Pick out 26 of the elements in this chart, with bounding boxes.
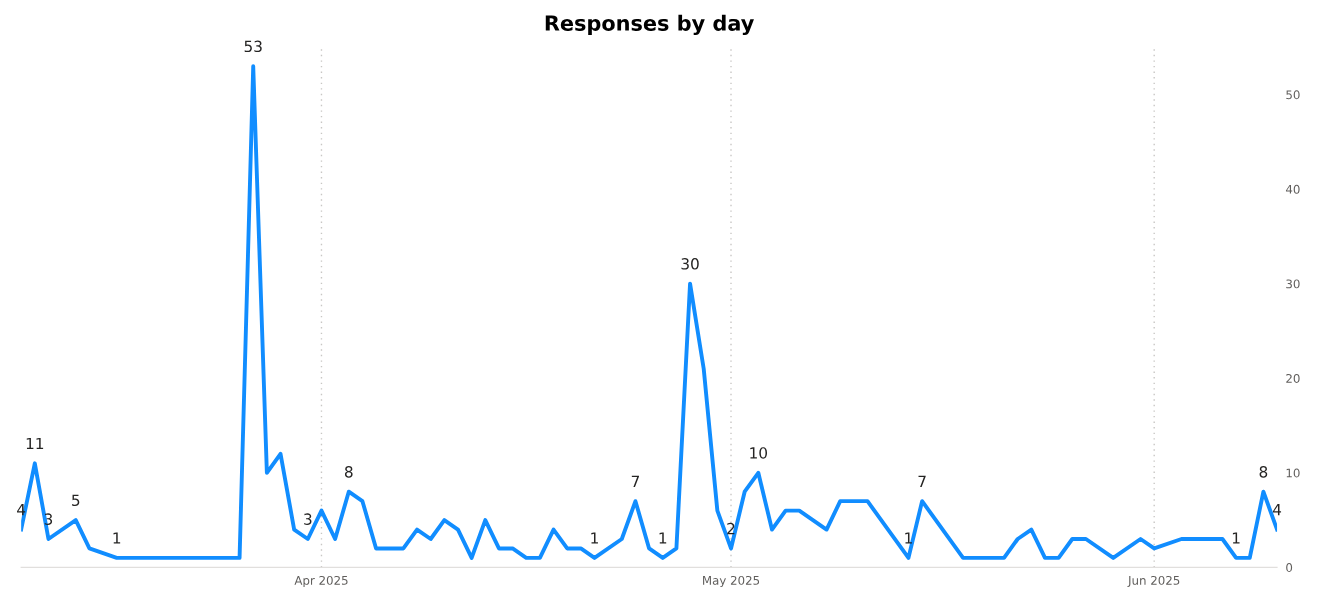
data-label: 3 [304, 513, 312, 525]
y-tick-label: 40 [1285, 184, 1300, 194]
data-label: 10 [750, 447, 768, 459]
data-label: 11 [26, 437, 44, 450]
data-label: 8 [1259, 466, 1268, 478]
data-label: 7 [918, 475, 926, 487]
data-label: 4 [1272, 504, 1282, 516]
data-label: 30 [681, 258, 699, 270]
data-label: 8 [344, 466, 353, 478]
y-tick-label: 50 [1286, 90, 1300, 100]
y-tick-label: 20 [1286, 373, 1300, 383]
chart-title: Responses by day [545, 14, 754, 36]
data-label: 1 [659, 532, 667, 544]
y-tick-label: 30 [1286, 279, 1300, 289]
y-tick-label: 0 [1286, 563, 1293, 573]
data-label: 1 [1232, 532, 1240, 544]
data-label: 5 [72, 494, 80, 507]
data-label: 7 [631, 475, 640, 487]
y-tick-label: 10 [1286, 468, 1300, 478]
data-label: 1 [905, 532, 912, 544]
data-label: 53 [244, 40, 262, 53]
x-tick-label: Jun 2025 [1127, 575, 1180, 588]
x-tick-label: Apr 2025 [294, 575, 348, 588]
x-tick-label: May 2025 [703, 575, 760, 588]
data-label: 1 [591, 532, 598, 544]
data-label: 1 [113, 532, 121, 544]
